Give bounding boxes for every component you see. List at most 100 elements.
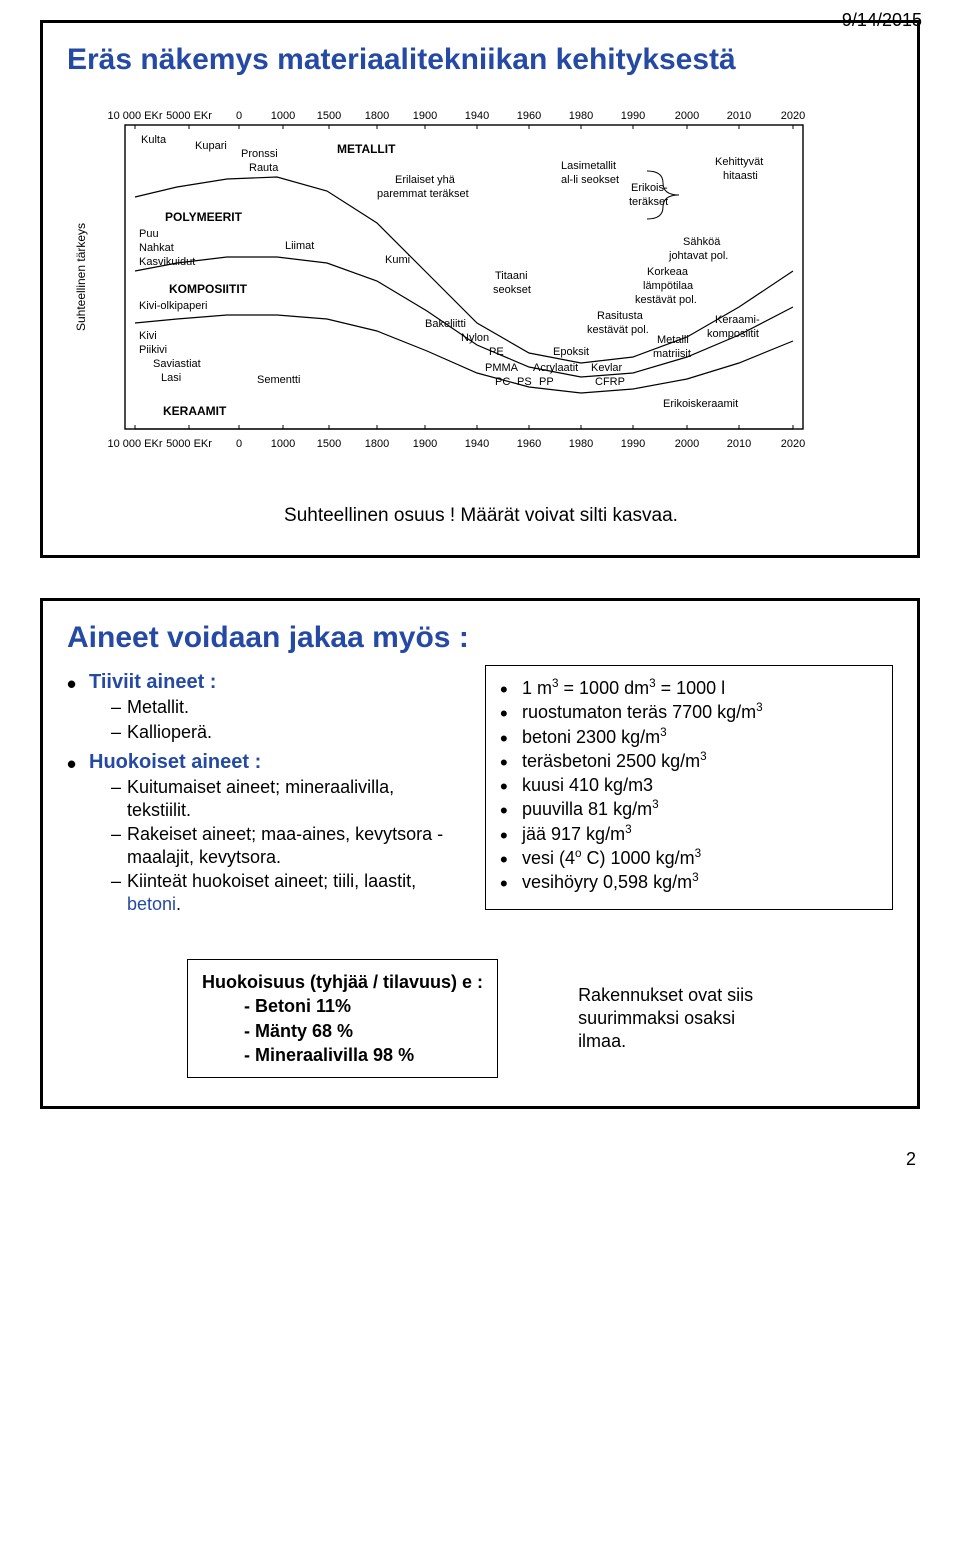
svg-text:Sähköä: Sähköä [683,236,721,248]
svg-text:Acrylaatit: Acrylaatit [533,362,578,374]
svg-text:1980: 1980 [569,110,593,122]
svg-text:METALLIT: METALLIT [337,142,396,156]
svg-text:Kasvikuidut: Kasvikuidut [139,256,195,268]
svg-text:seokset: seokset [493,284,531,296]
svg-text:Nahkat: Nahkat [139,242,174,254]
header-date: 9/14/2015 [842,10,922,31]
svg-text:1900: 1900 [413,110,437,122]
svg-text:0: 0 [236,438,242,450]
svg-text:1800: 1800 [365,438,389,450]
slide1-title: Eräs näkemys materiaalitekniikan kehityk… [67,43,893,77]
svg-text:5000 EKr: 5000 EKr [166,438,212,450]
svg-text:Rasitusta: Rasitusta [597,310,644,322]
svg-text:1940: 1940 [465,110,489,122]
svg-text:CFRP: CFRP [595,376,625,388]
svg-text:al-li seokset: al-li seokset [561,174,619,186]
svg-text:2010: 2010 [727,110,751,122]
svg-text:Kivi-olkipaperi: Kivi-olkipaperi [139,300,207,312]
slide-1: Eräs näkemys materiaalitekniikan kehityk… [40,20,920,558]
svg-text:2020: 2020 [781,438,805,450]
density-item: puuvilla 81 kg/m3 [500,797,878,821]
svg-text:Sementti: Sementti [257,374,300,386]
svg-text:teräkset: teräkset [629,196,668,208]
svg-text:Suhteellinen tärkeys: Suhteellinen tärkeys [74,223,88,331]
svg-text:KERAAMIT: KERAAMIT [163,404,227,418]
svg-text:Kehittyvät: Kehittyvät [715,156,763,168]
svg-text:2000: 2000 [675,110,699,122]
porosity-line: - Mänty 68 % [244,1019,483,1043]
density-item: 1 m3 = 1000 dm3 = 1000 l [500,676,878,700]
svg-text:1800: 1800 [365,110,389,122]
density-item: kuusi 410 kg/m3 [500,773,878,797]
svg-text:Kivi: Kivi [139,330,157,342]
slide1-caption: Suhteellinen osuus ! Määrät voivat silti… [67,505,895,527]
svg-text:Saviastiat: Saviastiat [153,358,201,370]
svg-text:Titaani: Titaani [495,270,528,282]
slide2-title: Aineet voidaan jakaa myös : [67,621,893,655]
svg-text:Lasimetallit: Lasimetallit [561,160,616,172]
svg-text:1960: 1960 [517,438,541,450]
svg-text:1990: 1990 [621,110,645,122]
svg-text:komposiitit: komposiitit [707,328,759,340]
density-item: jää 917 kg/m3 [500,822,878,846]
svg-text:1500: 1500 [317,110,341,122]
materials-timeline-diagram: Suhteellinen tärkeys10 000 EKr10 000 EKr… [67,87,895,487]
bottom-note: Rakennukset ovat siis suurimmaksi osaksi… [578,984,778,1054]
group-head: Tiiviit aineet : [67,671,445,694]
svg-text:5000 EKr: 5000 EKr [166,110,212,122]
slide2-right-box: 1 m3 = 1000 dm3 = 1000 lruostumaton terä… [485,665,893,910]
svg-text:1000: 1000 [271,438,295,450]
svg-text:Epoksit: Epoksit [553,346,589,358]
svg-text:Erikoiskeraamit: Erikoiskeraamit [663,398,738,410]
density-item: vesihöyry 0,598 kg/m3 [500,870,878,894]
svg-text:PC: PC [495,376,510,388]
density-item: teräsbetoni 2500 kg/m3 [500,749,878,773]
svg-text:2010: 2010 [727,438,751,450]
slide2-left-column: Tiiviit aineet :Metallit.Kallioperä.Huok… [67,665,445,923]
svg-text:hitaasti: hitaasti [723,170,758,182]
density-item: ruostumaton teräs 7700 kg/m3 [500,700,878,724]
list-item: Kiinteät huokoiset aineet; tiili, laasti… [111,870,445,915]
svg-text:1940: 1940 [465,438,489,450]
svg-text:0: 0 [236,110,242,122]
svg-text:PS: PS [517,376,532,388]
list-item: Rakeiset aineet; maa-aines, kevytsora -m… [111,823,445,868]
svg-text:1980: 1980 [569,438,593,450]
density-item: vesi (4o C) 1000 kg/m3 [500,846,878,870]
svg-text:kestävät pol.: kestävät pol. [635,294,697,306]
list-item: Kallioperä. [111,721,445,744]
svg-text:Nylon: Nylon [461,332,489,344]
svg-text:Erilaiset yhä: Erilaiset yhä [395,174,456,186]
svg-text:Rauta: Rauta [249,162,279,174]
svg-text:Pronssi: Pronssi [241,148,278,160]
svg-text:Liimat: Liimat [285,240,314,252]
svg-text:10 000 EKr: 10 000 EKr [107,438,162,450]
porosity-box-title: Huokoisuus (tyhjää / tilavuus) e : [202,970,483,994]
svg-text:Kulta: Kulta [141,134,167,146]
svg-text:matriisit: matriisit [653,348,691,360]
svg-text:Metalli: Metalli [657,334,689,346]
svg-text:KOMPOSIITIT: KOMPOSIITIT [169,282,248,296]
svg-text:Korkeaa: Korkeaa [647,266,689,278]
svg-text:1500: 1500 [317,438,341,450]
svg-text:Keraami-: Keraami- [715,314,760,326]
svg-text:POLYMEERIT: POLYMEERIT [165,210,243,224]
density-item: betoni 2300 kg/m3 [500,725,878,749]
svg-text:Bakeliitti: Bakeliitti [425,318,466,330]
svg-text:Puu: Puu [139,228,159,240]
svg-text:Piikivi: Piikivi [139,344,167,356]
page-number: 2 [40,1149,920,1170]
svg-text:kestävät pol.: kestävät pol. [587,324,649,336]
svg-text:1900: 1900 [413,438,437,450]
svg-text:Kupari: Kupari [195,140,227,152]
svg-text:Lasi: Lasi [161,372,181,384]
svg-text:1960: 1960 [517,110,541,122]
svg-text:2000: 2000 [675,438,699,450]
svg-text:1990: 1990 [621,438,645,450]
porosity-line: - Mineraalivilla 98 % [244,1043,483,1067]
svg-text:PMMA: PMMA [485,362,519,374]
svg-text:1000: 1000 [271,110,295,122]
svg-text:johtavat pol.: johtavat pol. [668,250,728,262]
svg-text:PE: PE [489,346,504,358]
list-item: Metallit. [111,696,445,719]
